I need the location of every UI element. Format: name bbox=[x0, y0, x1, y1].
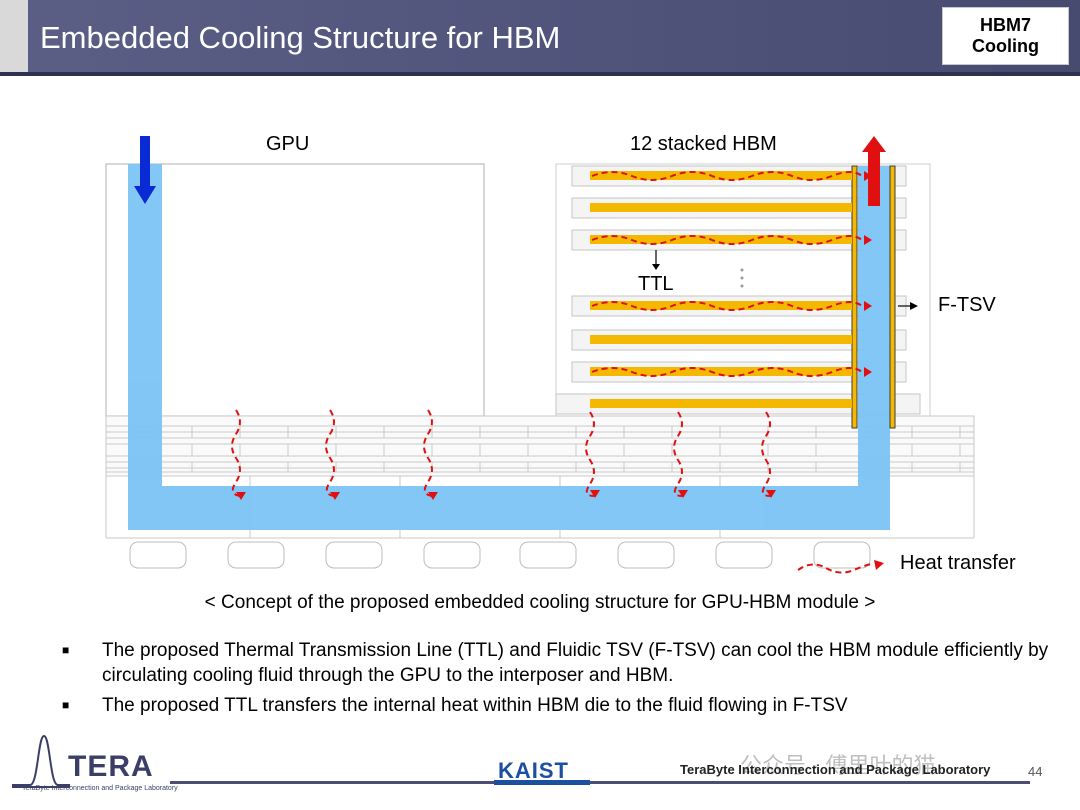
header-underline bbox=[0, 72, 1080, 76]
header-accent bbox=[0, 0, 28, 72]
gpu-die bbox=[105, 163, 485, 417]
hbm-label: 12 stacked HBM bbox=[630, 133, 777, 155]
ttl-bars bbox=[590, 171, 852, 408]
inflow-arrow bbox=[134, 136, 156, 204]
omission-dots bbox=[740, 268, 744, 288]
watermark: 公众号 · 傅里叶的猫 bbox=[740, 753, 936, 778]
legend-label: Heat transfer bbox=[900, 552, 1016, 574]
bullet-item: ■ The proposed Thermal Transmission Line… bbox=[60, 638, 1050, 688]
badge-line1: HBM7 bbox=[979, 15, 1031, 35]
bullet-square-icon: ■ bbox=[62, 698, 70, 712]
page-number: 44 bbox=[1028, 764, 1043, 779]
outflow-arrow bbox=[862, 136, 886, 206]
bullet-text: The proposed TTL transfers the internal … bbox=[102, 695, 848, 716]
ttl-heat-paths bbox=[591, 171, 863, 377]
ftsv-columns bbox=[851, 165, 896, 429]
tera-logo-icon bbox=[12, 734, 70, 788]
slide-title: Embedded Cooling Structure for HBM bbox=[40, 20, 561, 55]
ttl-pointer bbox=[652, 250, 660, 270]
bullet-list: ■ The proposed Thermal Transmission Line… bbox=[60, 638, 1050, 723]
fluid-channel bbox=[128, 164, 890, 530]
solder-balls bbox=[129, 541, 871, 569]
kaist-logo: KAIST bbox=[498, 758, 569, 783]
header-bar: Embedded Cooling Structure for HBM bbox=[0, 0, 1080, 72]
ttl-label: TTL bbox=[638, 273, 674, 295]
bullet-square-icon: ■ bbox=[62, 643, 70, 657]
kaist-underline bbox=[494, 780, 590, 785]
legend-heat-arrow bbox=[797, 560, 884, 574]
bullet-text: The proposed Thermal Transmission Line (… bbox=[102, 640, 1049, 686]
heat-arrowheads bbox=[236, 171, 872, 500]
topic-badge: HBM7 Cooling bbox=[942, 7, 1069, 65]
bullet-item: ■ The proposed TTL transfers the interna… bbox=[60, 693, 1050, 718]
badge-line2: Cooling bbox=[972, 36, 1039, 56]
figure-caption: < Concept of the proposed embedded cooli… bbox=[204, 592, 876, 613]
logo-subtitle: TeraByte Interconnection and Package Lab… bbox=[22, 785, 178, 792]
ftsv-label: F-TSV bbox=[938, 294, 996, 316]
lab-name: TeraByte Interconnection and Package Lab… bbox=[680, 762, 991, 777]
logo-word: TERA bbox=[68, 750, 154, 783]
ftsv-pointer bbox=[898, 302, 918, 310]
vertical-heat-paths bbox=[231, 409, 771, 497]
gpu-label: GPU bbox=[266, 133, 310, 155]
footer-line bbox=[170, 781, 1030, 784]
